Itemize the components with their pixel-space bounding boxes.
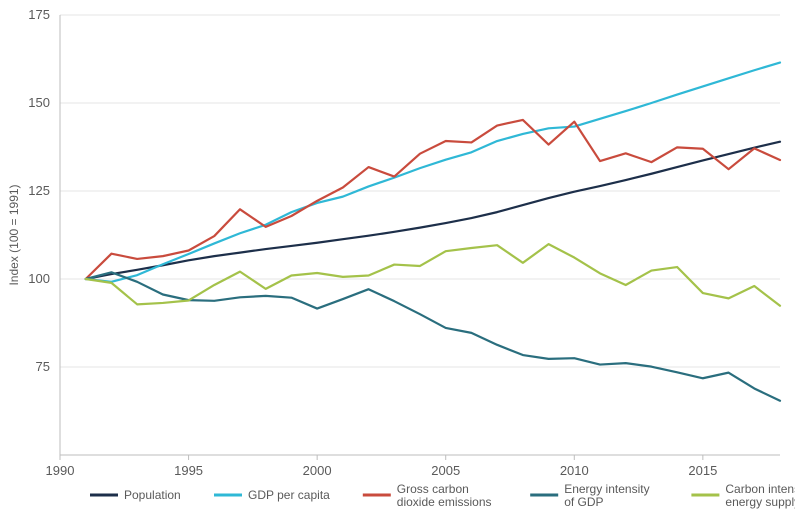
legend-label: Gross carbon bbox=[397, 482, 469, 496]
x-tick-label: 2015 bbox=[688, 463, 717, 478]
x-tick-label: 1990 bbox=[46, 463, 75, 478]
legend-label: Population bbox=[124, 488, 181, 502]
chart-svg: 75 100 125 150 175 1990 1995 2000 2005 2010 2015 In… bbox=[0, 0, 795, 530]
x-tick-label: 1995 bbox=[174, 463, 203, 478]
y-tick-label: 125 bbox=[28, 183, 50, 198]
y-axis-title: Index (100 = 1991) bbox=[7, 184, 21, 285]
x-tick-label: 2000 bbox=[303, 463, 332, 478]
x-tick-label: 2005 bbox=[431, 463, 460, 478]
y-tick-label: 100 bbox=[28, 271, 50, 286]
legend-label: dioxide emissions bbox=[397, 495, 492, 509]
legend-label: Carbon intensity of bbox=[725, 482, 795, 496]
line-chart: 75 100 125 150 175 1990 1995 2000 2005 2010 2015 In… bbox=[0, 0, 795, 530]
legend-label: Energy intensity bbox=[564, 482, 649, 496]
legend-label: GDP per capita bbox=[248, 488, 330, 502]
y-tick-label: 150 bbox=[28, 95, 50, 110]
legend-label: of GDP bbox=[564, 495, 603, 509]
x-tick-label: 2010 bbox=[560, 463, 589, 478]
y-tick-label: 175 bbox=[28, 7, 50, 22]
y-tick-label: 75 bbox=[36, 359, 50, 374]
legend-label: energy supply bbox=[725, 495, 795, 509]
